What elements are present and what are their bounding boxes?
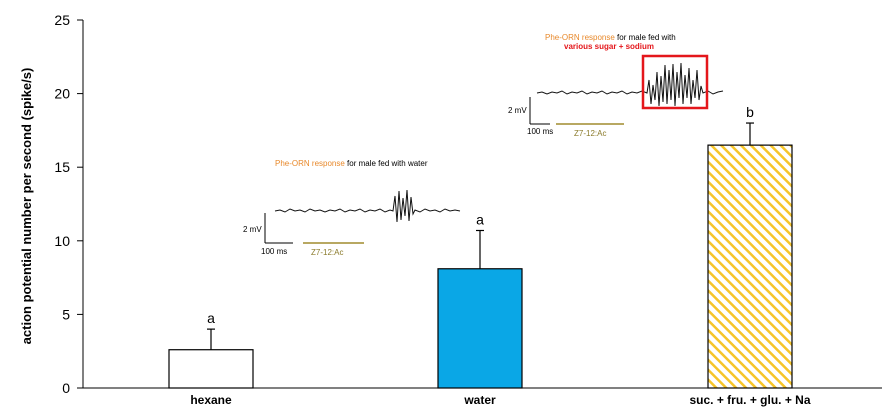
inset-sugar-title-line1: Phe-ORN response for male fed with xyxy=(545,33,676,42)
inset-water-scale-ms: 100 ms xyxy=(261,247,287,256)
significance-letter-1: a xyxy=(476,211,484,227)
bar-2 xyxy=(707,144,793,389)
inset-sugar-trace xyxy=(536,62,724,107)
significance-letters: a a b xyxy=(207,104,754,326)
inset-sugar-sodium: Phe-ORN response for male fed with vario… xyxy=(508,33,724,138)
y-axis-label: action potential number per second (spik… xyxy=(19,68,34,345)
inset-sugar-stimulus-label: Z7-12:Ac xyxy=(574,129,606,138)
bars xyxy=(168,144,793,389)
y-tick-label: 25 xyxy=(54,12,70,28)
y-tick-label: 5 xyxy=(62,306,70,322)
inset-water-title: Phe-ORN response for male fed with water xyxy=(275,159,428,168)
error-bars xyxy=(207,122,754,350)
inset-water-scale-mv: 2 mV xyxy=(243,225,262,234)
inset-sugar-scale-mv: 2 mV xyxy=(508,106,527,115)
bar-1 xyxy=(437,268,523,389)
inset-sugar-highlight-box xyxy=(641,54,709,110)
inset-sugar-title-line2: various sugar + sodium xyxy=(564,42,654,51)
bar-0 xyxy=(168,349,254,389)
category-labels: hexane water suc. + fru. + glu. + Na xyxy=(190,393,811,407)
inset-sugar-scale-ms: 100 ms xyxy=(527,127,553,136)
inset-water-trace xyxy=(274,189,461,223)
significance-letter-0: a xyxy=(207,310,215,326)
y-tick-label: 15 xyxy=(54,159,70,175)
inset-water-stimulus-label: Z7-12:Ac xyxy=(311,248,343,257)
inset-water: Phe-ORN response for male fed with water… xyxy=(243,159,461,257)
category-label-2: suc. + fru. + glu. + Na xyxy=(689,393,810,407)
y-ticks: 0 5 10 15 20 25 xyxy=(54,12,83,396)
category-label-0: hexane xyxy=(190,393,232,407)
y-tick-label: 20 xyxy=(54,86,70,102)
y-tick-label: 10 xyxy=(54,233,70,249)
y-tick-label: 0 xyxy=(62,380,70,396)
category-label-1: water xyxy=(463,393,496,407)
significance-letter-2: b xyxy=(746,104,754,120)
